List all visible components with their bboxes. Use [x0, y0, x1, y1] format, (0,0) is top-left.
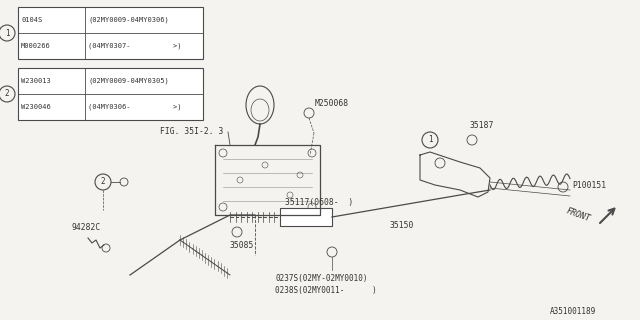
- Bar: [18, 7, 203, 59]
- Text: M250068: M250068: [315, 99, 349, 108]
- Text: 2: 2: [4, 90, 10, 99]
- Text: FIG. 35I-2. 3: FIG. 35I-2. 3: [160, 127, 223, 137]
- Text: 35085: 35085: [230, 241, 254, 250]
- Text: FRONT: FRONT: [565, 206, 591, 223]
- Text: 35117(0608-  ): 35117(0608- ): [285, 197, 353, 206]
- Text: (04MY0306-          >): (04MY0306- >): [88, 104, 182, 110]
- Text: (02MY0009-04MY0306): (02MY0009-04MY0306): [88, 17, 169, 23]
- Text: W230046: W230046: [21, 104, 51, 110]
- Text: 35150: 35150: [390, 220, 414, 229]
- Text: 1: 1: [4, 28, 10, 37]
- Text: (02MY0009-04MY0305): (02MY0009-04MY0305): [88, 78, 169, 84]
- Text: W230013: W230013: [21, 78, 51, 84]
- Text: M000266: M000266: [21, 43, 51, 49]
- Text: 0238S(02MY0011-      ): 0238S(02MY0011- ): [275, 285, 377, 294]
- Bar: [18, 68, 203, 120]
- Bar: [280, 208, 332, 226]
- Text: 2: 2: [100, 178, 106, 187]
- Text: 0104S: 0104S: [21, 17, 42, 23]
- Text: 94282C: 94282C: [72, 223, 101, 233]
- Text: P100151: P100151: [572, 180, 606, 189]
- Text: 35187: 35187: [470, 121, 494, 130]
- Text: 1: 1: [428, 135, 432, 145]
- Text: A351001189: A351001189: [550, 308, 596, 316]
- Text: 0237S(02MY-02MY0010): 0237S(02MY-02MY0010): [275, 274, 367, 283]
- Text: (04MY0307-          >): (04MY0307- >): [88, 43, 182, 49]
